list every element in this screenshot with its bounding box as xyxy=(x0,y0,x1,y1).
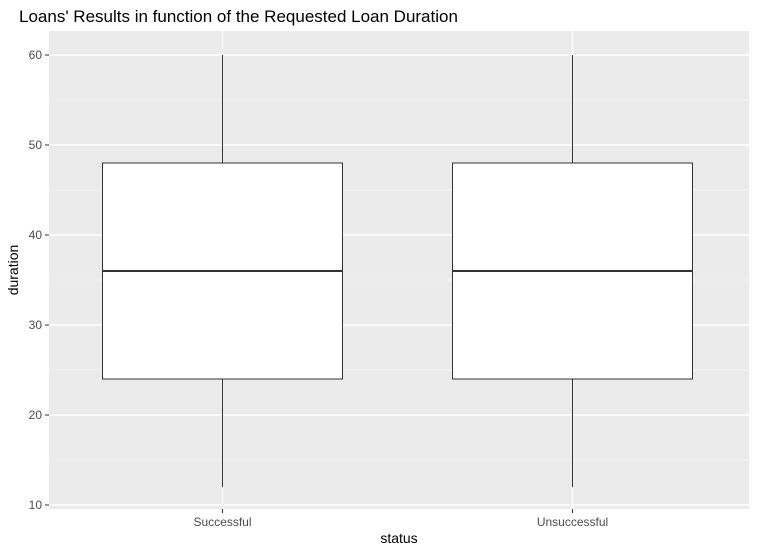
y-tick-label: 50 xyxy=(29,138,43,152)
chart-title: Loans' Results in function of the Reques… xyxy=(19,7,458,26)
x-axis-ticks: Successful Unsuccessful xyxy=(193,509,608,529)
y-tick-label: 60 xyxy=(29,48,43,62)
x-tick-label: Successful xyxy=(193,515,251,529)
y-tick-label: 10 xyxy=(29,498,43,512)
x-axis-title: status xyxy=(380,530,417,546)
y-axis-title: duration xyxy=(5,245,21,296)
y-axis-ticks: 10 20 30 40 50 60 xyxy=(29,48,49,512)
y-tick-label: 40 xyxy=(29,228,43,242)
x-tick-label: Unsuccessful xyxy=(537,515,608,529)
boxes xyxy=(102,55,693,487)
y-tick-label: 30 xyxy=(29,318,43,332)
y-tick-label: 20 xyxy=(29,408,43,422)
box-unsuccessful xyxy=(452,55,693,487)
box-successful xyxy=(102,55,343,487)
